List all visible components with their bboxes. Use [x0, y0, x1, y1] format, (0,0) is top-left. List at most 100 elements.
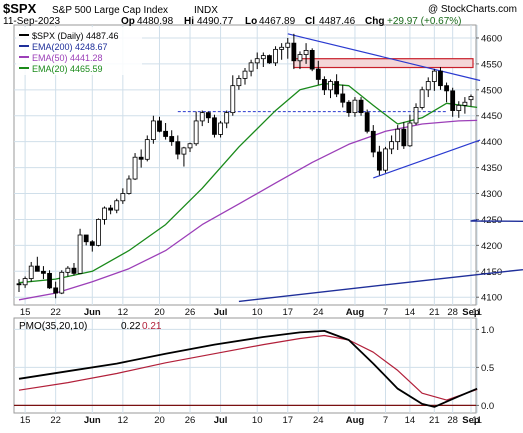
price-x-tick-label: 28 — [447, 307, 458, 318]
pmo-x-tick-label: 22 — [50, 415, 61, 426]
candle — [77, 228, 83, 274]
candle-body — [395, 128, 401, 143]
candle-body — [65, 267, 71, 273]
close-value: 4487.46 — [319, 16, 356, 27]
candle-body — [169, 136, 175, 143]
ema200-path — [238, 219, 523, 303]
candle-body — [181, 147, 187, 155]
candle-body — [328, 81, 333, 91]
legend-ema50: EMA(50) 4441.28 — [19, 53, 103, 63]
candle — [468, 94, 474, 107]
price-x-tick-label: 14 — [405, 307, 416, 318]
candle — [383, 146, 388, 173]
candle — [169, 130, 175, 146]
pmo-x-tick-label: 26 — [185, 415, 196, 426]
candle — [340, 84, 346, 108]
candle — [187, 142, 193, 153]
candle-body — [376, 151, 382, 171]
price-x-tick-label: Aug — [346, 307, 365, 318]
candle-body — [175, 141, 181, 155]
candle-body — [462, 101, 468, 106]
pmo-x-tick-label: 24 — [313, 415, 324, 426]
candle — [431, 69, 437, 91]
candle-body — [370, 130, 376, 153]
candle — [193, 111, 199, 146]
candle — [224, 110, 230, 129]
price-y-tick-label: 4400 — [481, 137, 502, 148]
candle — [438, 67, 443, 90]
pmo-legend-value: 0.22 — [121, 321, 141, 332]
candle-body — [285, 42, 291, 48]
candle — [120, 188, 126, 204]
candle — [199, 110, 205, 127]
candle-body — [138, 156, 144, 160]
legend-spx-label: $SPX (Daily) 4487.46 — [32, 31, 119, 41]
pmo-line — [18, 330, 478, 408]
price-x-tick-label: 26 — [185, 307, 196, 318]
candle-body — [47, 272, 52, 289]
candle-body — [279, 46, 285, 50]
date: 11-Sep-2023 — [3, 16, 61, 27]
candle — [419, 86, 425, 110]
candle-body — [315, 68, 321, 80]
price-x-tick-label: 12 — [118, 307, 129, 318]
candle — [96, 218, 101, 247]
candle-body — [218, 122, 223, 135]
exchange: INDX — [194, 5, 218, 16]
pmo-x-tick-label: 21 — [429, 415, 440, 426]
high-value: 4490.77 — [197, 16, 234, 27]
candle — [242, 68, 248, 85]
price-x-tick-label: Sep — [462, 307, 480, 318]
open-label: Op — [121, 16, 135, 27]
candle — [59, 270, 65, 295]
pmo-x-tick-label: 17 — [282, 415, 293, 426]
legend-ema50-label: EMA(50) 4441.28 — [32, 53, 103, 63]
price-x-tick-label: 24 — [313, 307, 324, 318]
candle — [28, 261, 34, 282]
price-y-tick-label: 4150 — [481, 267, 502, 278]
trendline-lower — [373, 139, 481, 179]
candle-body — [114, 200, 120, 211]
pmo-legend-signal: 0.21 — [142, 321, 162, 332]
price-y-tick-label: 4300 — [481, 189, 502, 200]
candle — [309, 48, 315, 72]
pmo-signal-line — [18, 334, 478, 401]
candle-body — [199, 112, 205, 122]
candle — [328, 79, 333, 99]
pmo-y-axis: 0.0 0.5 1.0 — [476, 325, 494, 412]
price-x-tick-label: 7 — [383, 307, 388, 318]
close-label: Cl — [305, 16, 315, 27]
candle — [444, 82, 449, 103]
candle-body — [322, 79, 327, 91]
candle-body — [224, 112, 230, 124]
price-x-tick-label: 21 — [429, 307, 440, 318]
price-x-tick-label: 22 — [50, 307, 61, 318]
candle-body — [53, 287, 59, 294]
candle-body — [309, 50, 315, 70]
pmo-legend-label: PMO(35,20,10) — [19, 321, 87, 332]
candle — [322, 76, 327, 95]
candle — [364, 109, 370, 134]
candle-body — [212, 117, 217, 135]
pmo-x-tick-label: 11 — [472, 415, 482, 426]
pmo-x-tick-label: Jul — [214, 415, 228, 426]
candle-body — [273, 48, 278, 64]
candle-body — [22, 278, 28, 286]
candle-body — [352, 99, 358, 114]
candle-body — [431, 70, 437, 82]
pmo-x-tick-label: 15 — [20, 415, 31, 426]
candle — [181, 146, 187, 167]
ema50-line — [18, 119, 478, 301]
legend-box — [16, 27, 142, 75]
candle-body — [346, 101, 352, 114]
candle — [279, 43, 285, 60]
candle — [370, 125, 376, 158]
candle-body — [358, 99, 364, 114]
candle-body — [187, 143, 193, 149]
price-y-tick-label: 4350 — [481, 163, 502, 174]
candle-body — [205, 112, 211, 119]
candle — [157, 116, 162, 133]
change-label: Chg — [365, 16, 384, 27]
candle-body — [248, 62, 254, 72]
candle — [273, 46, 278, 66]
